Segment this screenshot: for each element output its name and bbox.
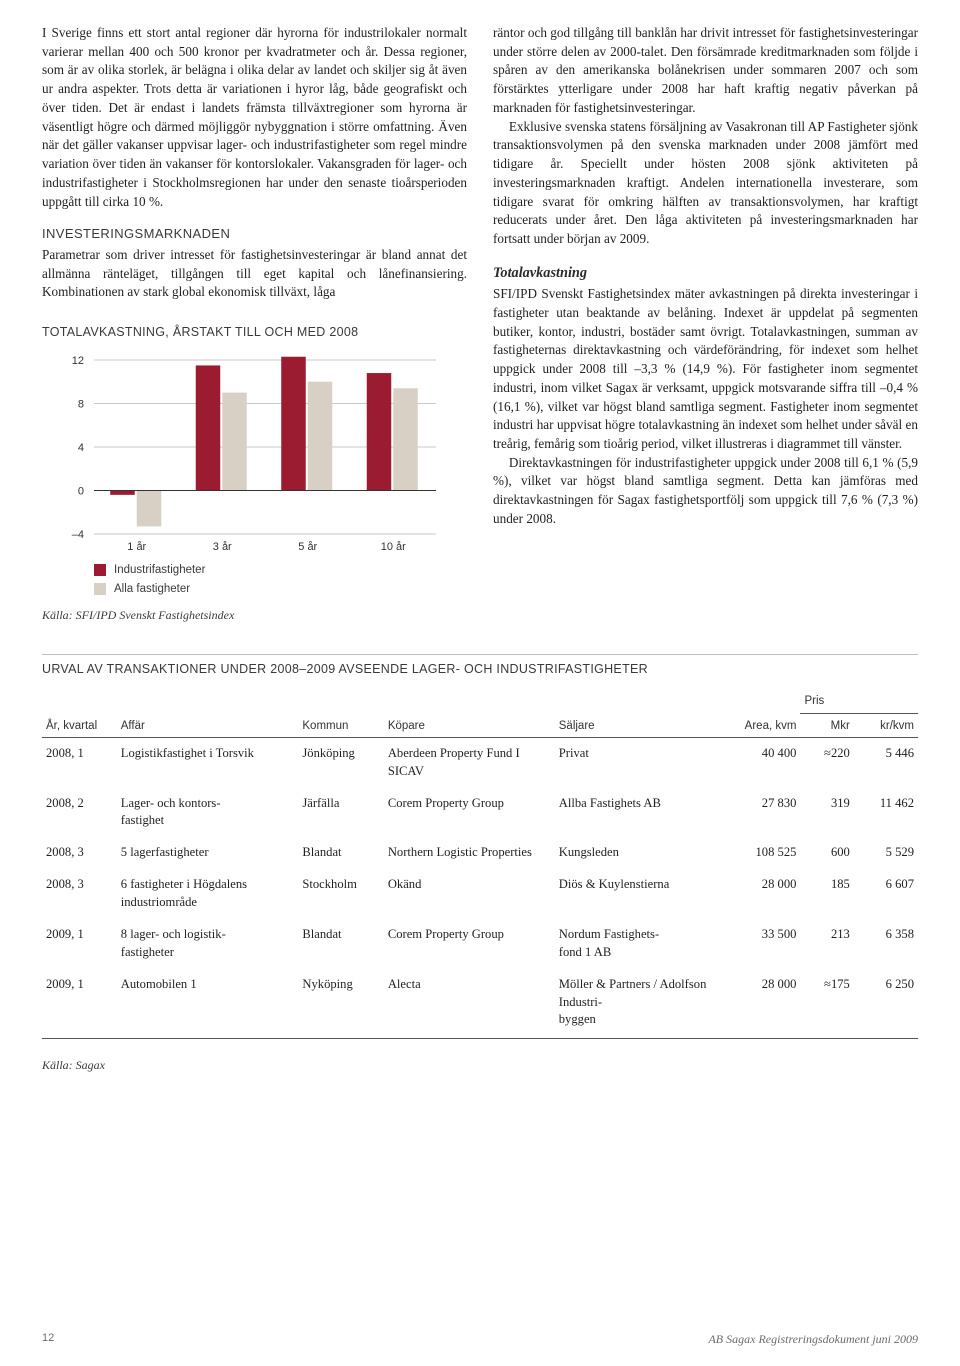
svg-text:8: 8 xyxy=(78,398,84,410)
transactions-table: År, kvartalAffärKommunKöpareSäljareArea,… xyxy=(42,689,918,1036)
legend-item: Industrifastigheter xyxy=(94,562,467,578)
svg-text:–4: –4 xyxy=(72,529,84,541)
svg-text:0: 0 xyxy=(78,485,84,497)
table-row: 2009, 18 lager- och logistik-fastigheter… xyxy=(42,919,918,969)
table-title: URVAL AV TRANSAKTIONER UNDER 2008–2009 A… xyxy=(42,661,918,679)
chart-canvas: –404812%1 år3 år5 år10 år xyxy=(42,356,442,556)
svg-text:1 år: 1 år xyxy=(127,541,146,553)
chart-totalavkastning: TOTALAVKASTNING, ÅRSTAKT TILL OCH MED 20… xyxy=(42,324,467,624)
right-para-1: räntor och god tillgång till banklån har… xyxy=(493,24,918,118)
table-row: 2009, 1Automobilen 1NyköpingAlectaMöller… xyxy=(42,969,918,1037)
transactions-section: URVAL AV TRANSAKTIONER UNDER 2008–2009 A… xyxy=(42,654,918,1074)
table-row: 2008, 1Logistikfastighet i TorsvikJönköp… xyxy=(42,737,918,787)
svg-text:10 år: 10 år xyxy=(381,541,406,553)
page-footer: 12 AB Sagax Registreringsdokument juni 2… xyxy=(42,1331,918,1348)
svg-text:4: 4 xyxy=(78,442,84,454)
svg-text:12: 12 xyxy=(72,356,84,367)
table-row: 2008, 2Lager- och kontors-fastighetJärfä… xyxy=(42,788,918,838)
left-para-2: Parametrar som driver intresset för fast… xyxy=(42,246,467,302)
chart-title: TOTALAVKASTNING, ÅRSTAKT TILL OCH MED 20… xyxy=(42,324,467,342)
legend-item: Alla fastigheter xyxy=(94,581,467,597)
chart-legend: Industrifastigheter Alla fastigheter xyxy=(94,562,467,598)
svg-text:5 år: 5 år xyxy=(298,541,317,553)
table-row: 2008, 35 lagerfastigheterBlandatNorthern… xyxy=(42,837,918,869)
table-source: Källa: Sagax xyxy=(42,1057,918,1074)
table-row: 2008, 36 fastigheter i Högdalens industr… xyxy=(42,869,918,919)
heading-totalavkastning: Totalavkastning xyxy=(493,263,918,283)
doc-title-footer: AB Sagax Registreringsdokument juni 2009 xyxy=(708,1331,918,1348)
chart-source: Källa: SFI/IPD Svenskt Fastighetsindex xyxy=(42,607,467,624)
right-para-2: Exklusive svenska statens försäljning av… xyxy=(493,118,918,249)
right-para-4: Direktavkastningen för industrifastighet… xyxy=(493,454,918,529)
svg-text:3 år: 3 år xyxy=(213,541,232,553)
left-para-1: I Sverige finns ett stort antal regioner… xyxy=(42,24,467,211)
heading-investeringsmarknaden: INVESTERINGSMARKNADEN xyxy=(42,225,467,243)
page-number: 12 xyxy=(42,1331,54,1348)
right-para-3: SFI/IPD Svenskt Fastighetsindex mäter av… xyxy=(493,285,918,454)
